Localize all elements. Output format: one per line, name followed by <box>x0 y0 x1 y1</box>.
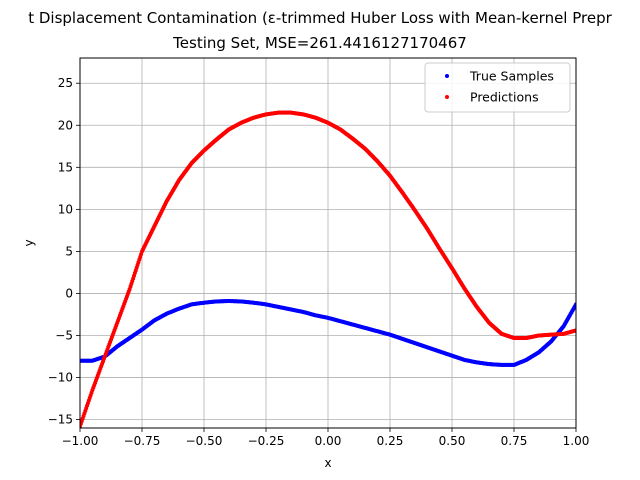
y-tick-label: 5 <box>65 244 73 258</box>
x-tick-label: 0.00 <box>315 434 342 448</box>
y-tick-label: 25 <box>58 76 73 90</box>
legend-label-true-samples: True Samples <box>469 69 554 84</box>
y-tick-label: −10 <box>48 371 73 385</box>
y-tick-label: 10 <box>58 202 73 216</box>
data-points <box>80 110 576 428</box>
y-tick-label: 15 <box>58 160 73 174</box>
x-tick-label: −0.75 <box>124 434 161 448</box>
legend-marker-true-samples <box>445 74 449 78</box>
x-tick-label: −1.00 <box>62 434 99 448</box>
legend-marker-predictions <box>445 95 449 99</box>
y-tick-label: −5 <box>55 329 73 343</box>
legend-label-predictions: Predictions <box>470 90 539 105</box>
x-tick-label: −0.25 <box>248 434 285 448</box>
y-axis-label: y <box>22 239 36 246</box>
x-axis-label: x <box>324 456 331 470</box>
y-tick-label: 20 <box>58 118 73 132</box>
axis-ticks: −1.00 −0.75 −0.50 −0.25 0.00 0.25 0.50 0.75 1.00… <box>48 76 590 448</box>
x-tick-label: −0.50 <box>186 434 223 448</box>
x-tick-label: 0.50 <box>439 434 466 448</box>
x-tick-label: 0.75 <box>501 434 528 448</box>
y-tick-label: 0 <box>65 286 73 300</box>
grid-lines <box>79 58 577 428</box>
legend-box <box>424 62 571 113</box>
chart-title-line2: Testing Set, MSE=261.4416127170467 <box>172 34 467 52</box>
x-tick-label: 1.00 <box>563 434 590 448</box>
legend: True Samples Predictions <box>424 62 571 113</box>
y-tick-label: −15 <box>48 413 73 427</box>
x-tick-label: 0.25 <box>377 434 404 448</box>
chart-title-line1: t Displacement Contamination (ε-trimmed … <box>28 9 612 27</box>
